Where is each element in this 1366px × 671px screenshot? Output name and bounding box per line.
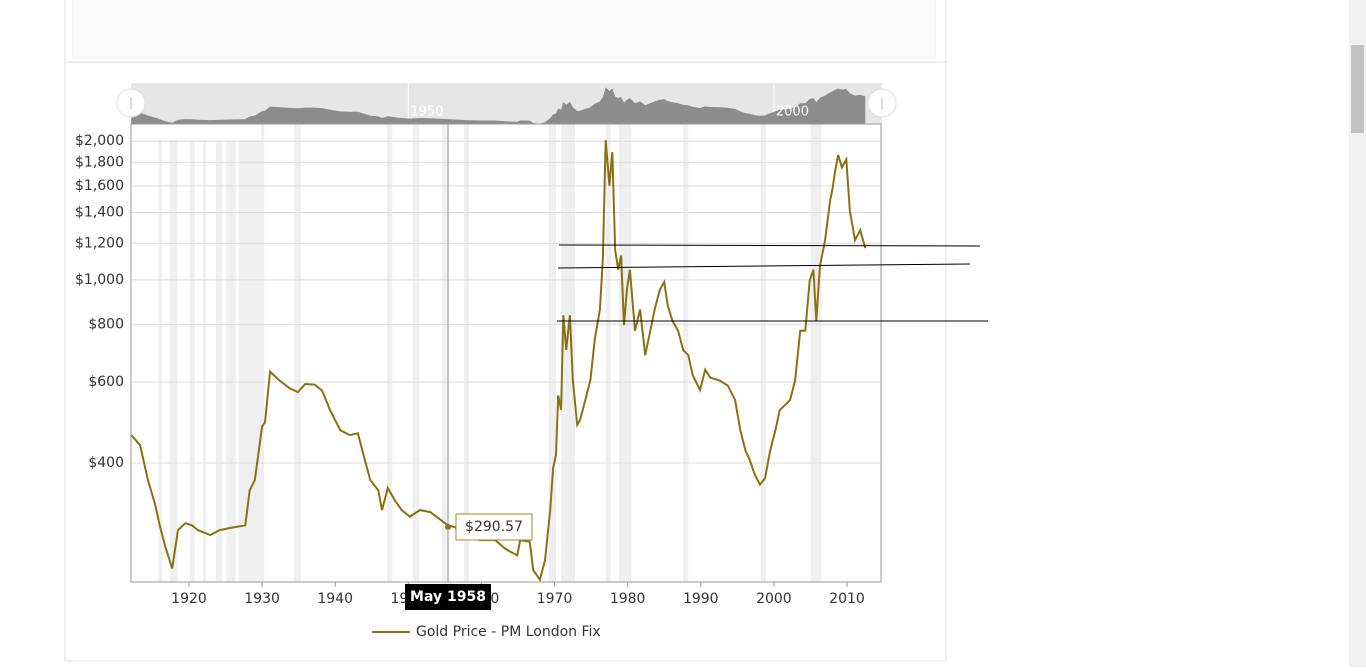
navigator-area [131,87,866,124]
y-tick-label: $600 [88,374,124,390]
x-tick-label: 1970 [537,591,573,607]
y-tick-label: $2,000 [75,133,124,149]
recession-band [548,124,557,582]
recession-band [169,124,178,582]
tooltip-x: May 1958 [410,589,486,605]
x-tick-label: 2010 [829,591,865,607]
recession-band [760,124,766,582]
y-tick-label: $1,600 [75,178,124,194]
recession-band [561,124,576,582]
y-tick-label: $1,200 [75,235,124,251]
plot-border [130,123,882,583]
y-tick-label: $1,400 [75,205,124,221]
blank-box [131,124,261,140]
y-tick-label: $1,000 [75,272,124,288]
x-tick-label: 1940 [317,591,353,607]
x-label-box [405,584,491,610]
recession-band [810,124,822,582]
recession-band [294,124,301,582]
recession-band [387,124,393,582]
nav-tick-label: 2000 [776,105,809,120]
recession-band [463,124,470,582]
recession-band [605,124,611,582]
recession-bands [158,124,822,582]
x-tick-label: 1930 [244,591,280,607]
scrollbar [1349,0,1366,667]
y-tick-label: $400 [88,455,124,471]
y-tick-label: $1,800 [75,154,124,170]
stray-line [557,263,971,269]
recession-band [618,124,632,582]
recession-band [238,124,265,582]
x-tick-label: 1980 [610,591,646,607]
x-tick-label: 1990 [683,591,719,607]
nav-tick-label: 1950 [410,105,443,120]
price-line [130,139,867,583]
grid [131,140,881,464]
y-tick-label: $800 [88,316,124,332]
legend-label[interactable]: Gold Price - PM London Fix [416,624,601,640]
recession-band [158,124,162,582]
recession-band [216,124,222,582]
recession-band [441,124,450,582]
stray-line [558,244,981,247]
tooltip-box [455,513,533,541]
recession-band [412,124,420,582]
top-box [72,0,936,59]
scroll-thumb[interactable] [1351,45,1364,133]
navigator: 1950 2000 [131,83,866,124]
recession-band [202,124,206,582]
recession-band [189,124,195,582]
x-tick-label: 2000 [756,591,792,607]
recession-band [226,124,236,582]
x-tick-label: 1920 [171,591,207,607]
tooltip-value: $290.57 [465,519,523,535]
